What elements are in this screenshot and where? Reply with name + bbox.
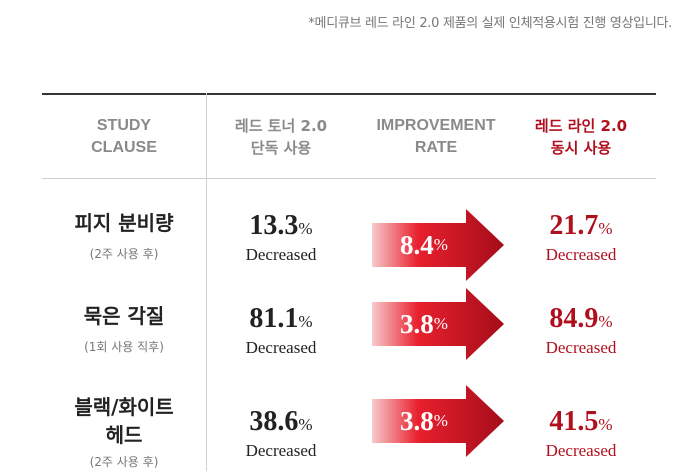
line-result: 21.7% Decreased xyxy=(506,211,656,266)
study-clause: 묵은 각질 (1회 사용 직후) xyxy=(42,302,206,355)
percent-sign: % xyxy=(433,411,448,430)
header-toner-line1: 레드 토너 2.0 xyxy=(234,117,328,135)
header-divider xyxy=(42,178,656,179)
study-clause: 피지 분비량 (2주 사용 후) xyxy=(42,209,206,262)
improvement-number: 8.4 xyxy=(400,229,434,260)
percent-sign: % xyxy=(298,312,313,331)
percent-sign: % xyxy=(298,415,313,434)
toner-result: 13.3% Decreased xyxy=(206,211,356,266)
toner-label: Decreased xyxy=(245,338,317,357)
toner-label: Decreased xyxy=(245,245,317,264)
toner-value: 81.1 xyxy=(249,303,299,334)
arrow-icon xyxy=(372,209,504,281)
clause-name-line2: 헤드 xyxy=(105,423,143,447)
header-improvement-rate: IMPROVEMENT RATE xyxy=(356,115,516,159)
line-value: 84.9 xyxy=(549,303,599,334)
header-study-clause: STUDY CLAUSE xyxy=(42,115,206,159)
clause-period: (1회 사용 직후) xyxy=(84,340,164,354)
line-label: Decreased xyxy=(545,245,617,264)
toner-value: 13.3 xyxy=(249,210,299,241)
clause-name: 블랙/화이트 xyxy=(74,395,174,419)
header-rate-line1: IMPROVEMENT xyxy=(376,117,496,134)
percent-sign: % xyxy=(298,219,313,238)
improvement-value: 8.4% xyxy=(372,209,476,281)
arrow-icon xyxy=(372,288,504,360)
header-red-toner: 레드 토너 2.0 단독 사용 xyxy=(206,115,356,159)
arrow-icon xyxy=(372,385,504,457)
improvement-arrow: 8.4% xyxy=(372,209,504,281)
line-result: 84.9% Decreased xyxy=(506,304,656,359)
line-label: Decreased xyxy=(545,338,617,357)
header-toner-line2: 단독 사용 xyxy=(250,139,312,157)
clause-name: 묵은 각질 xyxy=(83,304,165,328)
header-line-line1: 레드 라인 2.0 xyxy=(534,117,628,135)
improvement-arrow: 3.8% xyxy=(372,288,504,360)
line-value: 21.7 xyxy=(549,210,599,241)
percent-sign: % xyxy=(433,235,448,254)
header-line-line2: 동시 사용 xyxy=(550,139,612,157)
improvement-number: 3.8 xyxy=(400,308,434,339)
header-study-line1: STUDY xyxy=(96,117,152,134)
percent-sign: % xyxy=(598,312,613,331)
toner-result: 81.1% Decreased xyxy=(206,304,356,359)
header-rate-line2: RATE xyxy=(414,139,458,156)
improvement-value: 3.8% xyxy=(372,288,476,360)
toner-value: 38.6 xyxy=(249,406,299,437)
improvement-value: 3.8% xyxy=(372,385,476,457)
improvement-number: 3.8 xyxy=(400,405,434,436)
clause-period: (2주 사용 후) xyxy=(89,247,159,261)
percent-sign: % xyxy=(433,314,448,333)
improvement-arrow: 3.8% xyxy=(372,385,504,457)
line-result: 41.5% Decreased xyxy=(506,407,656,462)
header-red-line: 레드 라인 2.0 동시 사용 xyxy=(506,115,656,159)
column-divider xyxy=(206,93,207,471)
line-label: Decreased xyxy=(545,441,617,460)
footnote: *메디큐브 레드 라인 2.0 제품의 실제 인체적용시험 진행 영상입니다. xyxy=(308,16,672,31)
toner-label: Decreased xyxy=(245,441,317,460)
clause-name: 피지 분비량 xyxy=(74,211,174,235)
percent-sign: % xyxy=(598,415,613,434)
toner-result: 38.6% Decreased xyxy=(206,407,356,462)
clause-period: (2주 사용 후) xyxy=(89,455,159,469)
study-clause: 블랙/화이트 헤드 (2주 사용 후) xyxy=(42,393,206,470)
line-value: 41.5 xyxy=(549,406,599,437)
header-study-line2: CLAUSE xyxy=(91,139,157,156)
comparison-table xyxy=(42,93,656,471)
percent-sign: % xyxy=(598,219,613,238)
